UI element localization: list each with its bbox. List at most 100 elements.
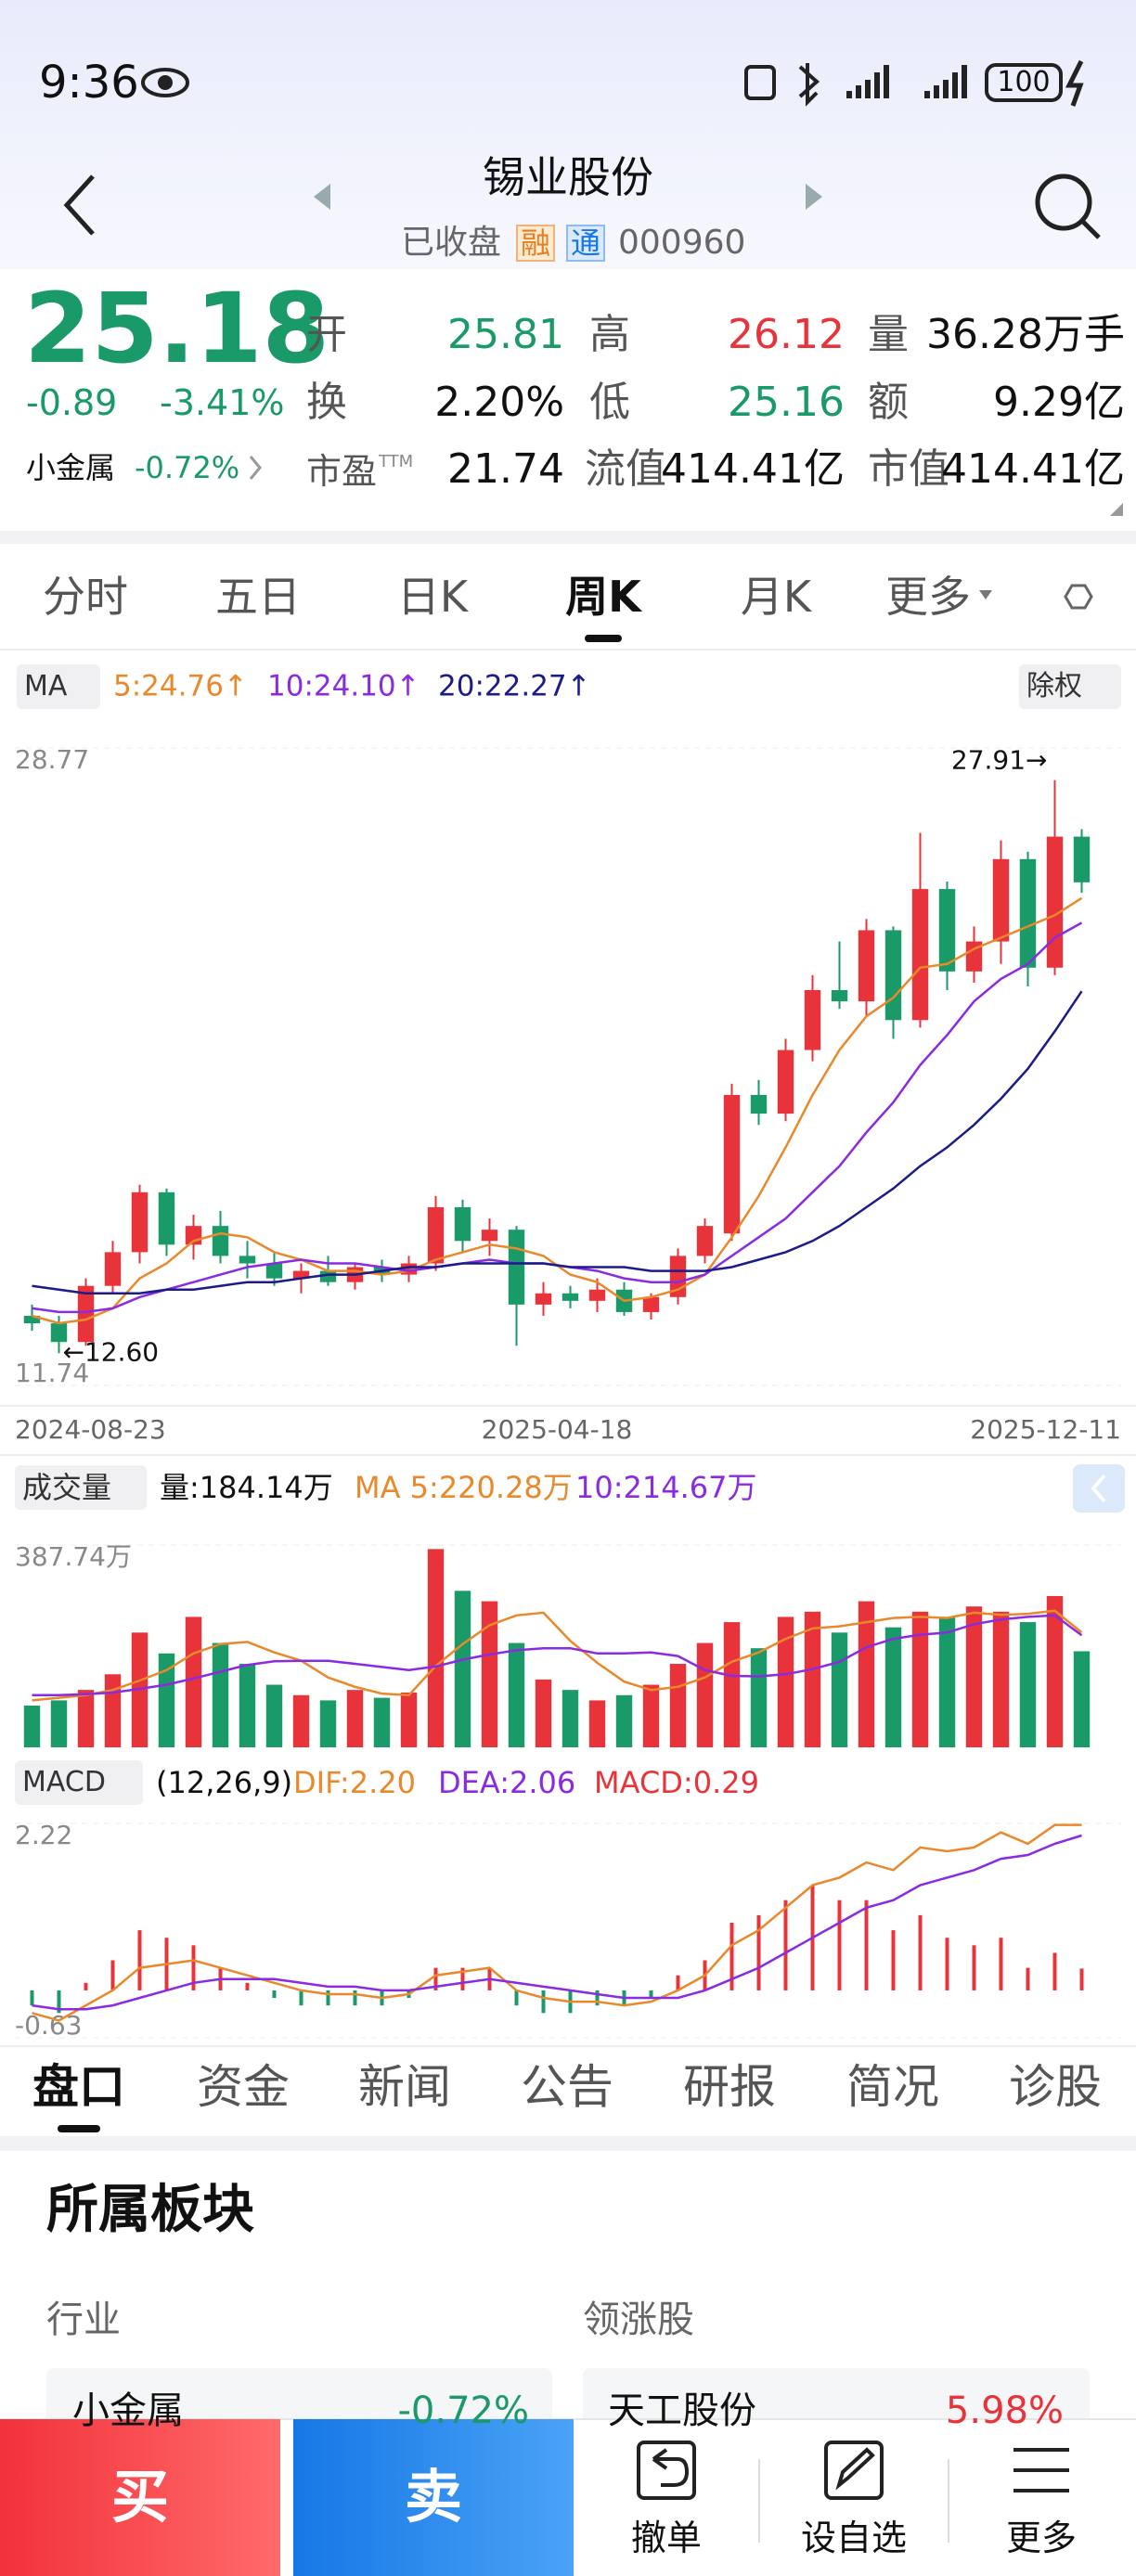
period-tab[interactable]: 周K xyxy=(565,572,641,622)
action-label[interactable]: 设自选 xyxy=(800,2518,908,2558)
candle-body xyxy=(750,1094,768,1114)
macd-bar xyxy=(110,1960,115,1990)
candle-body xyxy=(1019,858,1037,968)
candle-body xyxy=(723,1094,741,1234)
annotation: ←12.60 xyxy=(63,1336,160,1367)
search-icon[interactable] xyxy=(1035,174,1101,239)
macd-title: MACD xyxy=(22,1766,106,1798)
candle-body xyxy=(50,1323,68,1343)
side-arrow xyxy=(1091,1474,1106,1503)
adjust-box[interactable] xyxy=(1019,664,1121,709)
date-label: 2025-04-18 xyxy=(482,1414,633,1445)
candle-body xyxy=(292,1270,310,1279)
volume-bar xyxy=(292,1694,310,1747)
annotation: 27.91→ xyxy=(951,745,1048,776)
macd-readout: MACD:0.29 xyxy=(594,1765,759,1800)
date-label: 2024-08-23 xyxy=(15,1414,166,1445)
detail-tab[interactable]: 资金 xyxy=(197,2060,290,2114)
detail-tab[interactable]: 盘口 xyxy=(32,2060,125,2114)
volume-readout: 量:184.14万 xyxy=(160,1470,333,1505)
volume-bar xyxy=(696,1642,714,1747)
volume-bar xyxy=(400,1692,418,1747)
indicator-box[interactable] xyxy=(17,664,100,709)
chevron[interactable] xyxy=(249,456,262,480)
macd-bar xyxy=(1052,1952,1057,1990)
macd-bar xyxy=(272,1990,277,1999)
macd-bar xyxy=(595,1990,600,2006)
ma-line xyxy=(32,1614,1083,1697)
back-icon[interactable] xyxy=(63,174,95,236)
stat-label: 额 xyxy=(868,379,909,426)
next-icon[interactable] xyxy=(806,184,822,210)
sector[interactable]: 小金属 xyxy=(26,450,116,485)
stat-label: 高 xyxy=(589,311,630,358)
volume-box[interactable] xyxy=(15,1465,147,1510)
stat-label: 流值 xyxy=(585,445,666,493)
action-label[interactable]: 撤单 xyxy=(630,2518,703,2558)
change-pct: -3.41% xyxy=(160,382,285,423)
volume-bar xyxy=(562,1690,579,1747)
y-tick-label: 28.77 xyxy=(15,744,89,775)
settings-icon[interactable] xyxy=(1064,584,1093,610)
buy-label[interactable]: 买 xyxy=(110,2463,170,2531)
volume-bar xyxy=(831,1632,848,1747)
side-tab[interactable] xyxy=(1073,1464,1125,1513)
macd-bar xyxy=(541,1990,546,2014)
volume-bar xyxy=(858,1601,875,1747)
period-tab[interactable]: 更多 xyxy=(885,572,971,622)
ma-line xyxy=(32,990,1083,1295)
macd-bar xyxy=(864,1900,869,1990)
period-tab[interactable]: 分时 xyxy=(43,572,128,622)
stat-value: 36.28万手 xyxy=(926,311,1125,358)
detail-tab[interactable]: 研报 xyxy=(683,2060,776,2114)
divider xyxy=(0,531,1136,544)
macd-bar xyxy=(676,1975,680,1990)
detail-tab[interactable]: 诊股 xyxy=(1009,2060,1102,2114)
detail-tab[interactable]: 公告 xyxy=(521,2060,613,2114)
candle-body xyxy=(481,1230,498,1242)
status-icons xyxy=(141,59,1084,107)
macd-bar xyxy=(245,1982,250,1990)
stat-value: 21.74 xyxy=(447,445,564,493)
charts: 28.77 11.74 27.91→ ←12.60 2024-08-23 2025-04-… xyxy=(15,744,1121,2041)
ma-line xyxy=(32,1823,1082,2022)
buy-button[interactable] xyxy=(0,2419,280,2576)
period-tab[interactable]: 日K xyxy=(396,572,469,622)
detail-tab[interactable]: 新闻 xyxy=(358,2060,451,2114)
signal-icons xyxy=(846,65,967,98)
volume-bar xyxy=(77,1690,95,1747)
macd-bar xyxy=(137,1930,142,1990)
detail-underline xyxy=(58,2125,100,2132)
volume-bar xyxy=(615,1694,633,1747)
macd-box[interactable] xyxy=(15,1760,143,1805)
y-tick-label: 11.74 xyxy=(15,1358,89,1388)
macd-bar xyxy=(756,1914,761,1990)
volume-ma: MA 5:220.28万 xyxy=(355,1470,573,1505)
action-label[interactable]: 更多 xyxy=(1005,2518,1078,2558)
volume-bar xyxy=(508,1642,525,1747)
sell-button[interactable] xyxy=(293,2419,574,2576)
volume-bar xyxy=(185,1616,202,1747)
stat-sup: TTM xyxy=(379,452,414,471)
corner xyxy=(1110,503,1123,516)
action-overlay: 买 卖 撤单 设自选 更多 xyxy=(0,2419,1136,2576)
divider xyxy=(0,2136,1136,2151)
volume-bar xyxy=(158,1653,175,1747)
period-tab[interactable]: 月K xyxy=(740,572,812,622)
macd-bar xyxy=(353,1990,357,2006)
stock-name: 锡业股份 xyxy=(483,152,653,202)
volume-bar xyxy=(911,1611,929,1747)
badge: 通 xyxy=(566,225,606,262)
candle-body xyxy=(1046,836,1064,968)
sell-label[interactable]: 卖 xyxy=(404,2463,463,2531)
detail-tab[interactable]: 简况 xyxy=(846,2060,939,2114)
macd-readout: DEA:2.06 xyxy=(438,1765,576,1800)
volume-bar xyxy=(50,1700,68,1747)
stat-label: 开 xyxy=(306,311,347,358)
macd-bar xyxy=(1026,1967,1030,1990)
candle-body xyxy=(911,889,929,1021)
prev-icon[interactable] xyxy=(314,184,330,210)
period-tab[interactable]: 五日 xyxy=(215,572,301,622)
action-icons xyxy=(637,2441,1069,2500)
ma-legend-item: 20:22.27↑ xyxy=(438,669,591,703)
